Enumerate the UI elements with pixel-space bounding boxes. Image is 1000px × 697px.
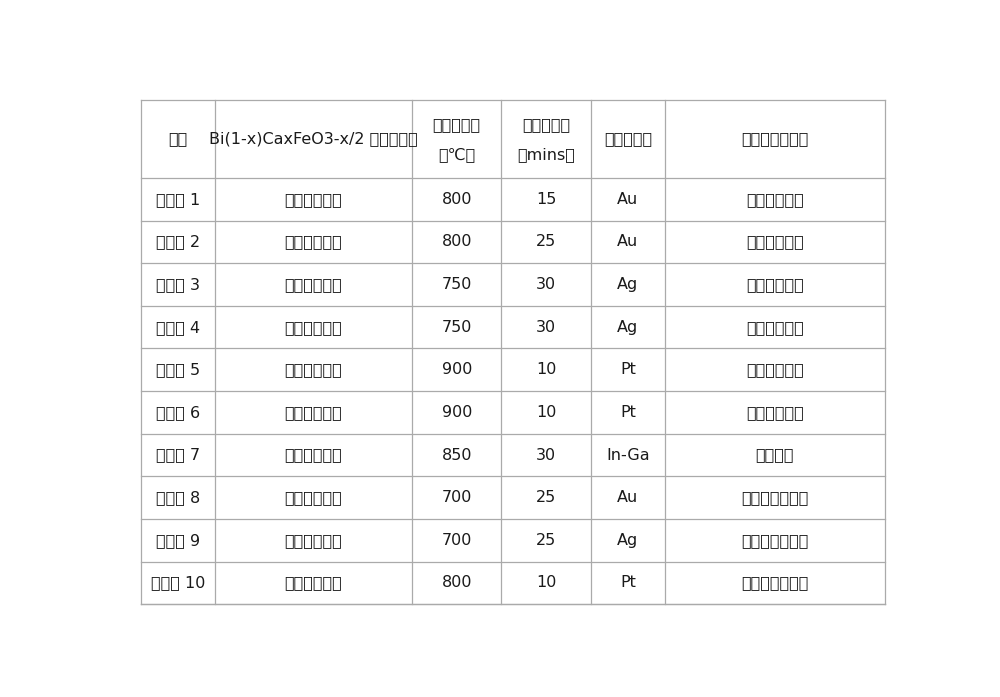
Text: 实施例 9: 实施例 9 [156,533,200,548]
Text: 磁控滤射沉积: 磁控滤射沉积 [285,405,342,420]
Text: Bi(1-x)CaxFeO3-x/2 的沉积方式: Bi(1-x)CaxFeO3-x/2 的沉积方式 [209,131,418,146]
Text: 脉冲激光沉积: 脉冲激光沉积 [285,362,342,377]
Text: 脉冲激光沉积: 脉冲激光沉积 [285,533,342,548]
Text: Au: Au [617,234,638,250]
Text: Pt: Pt [620,576,636,590]
Text: 900: 900 [442,362,472,377]
Text: 30: 30 [536,320,556,335]
Text: 上电极材质: 上电极材质 [604,131,652,146]
Text: 10: 10 [536,576,556,590]
Text: 实施例 3: 实施例 3 [156,277,200,292]
Text: 25: 25 [536,490,556,505]
Text: 700: 700 [442,490,472,505]
Text: 750: 750 [442,320,472,335]
Text: 热处理时间: 热处理时间 [522,117,570,132]
Text: 10: 10 [536,405,556,420]
Text: 10: 10 [536,362,556,377]
Text: 实施例 2: 实施例 2 [156,234,200,250]
Text: 脉冲激光沉积: 脉冲激光沉积 [285,447,342,463]
Text: 脉冲激光沉积: 脉冲激光沉积 [285,277,342,292]
Text: 磁控滤射沉积: 磁控滤射沉积 [285,576,342,590]
Text: 实施例 4: 实施例 4 [156,320,200,335]
Text: 上电极形成方式: 上电极形成方式 [741,131,808,146]
Text: 25: 25 [536,533,556,548]
Text: Pt: Pt [620,362,636,377]
Text: 800: 800 [441,234,472,250]
Text: 热喷涂方法沉积: 热喷涂方法沉积 [741,490,808,505]
Text: 实施例 10: 实施例 10 [151,576,205,590]
Text: 序号: 序号 [168,131,187,146]
Text: Pt: Pt [620,405,636,420]
Text: Ag: Ag [617,277,638,292]
Text: 25: 25 [536,234,556,250]
Text: 磁控滤射沉积: 磁控滤射沉积 [285,320,342,335]
Text: 磁控滤射沉积: 磁控滤射沉积 [746,405,804,420]
Text: 磁控滤射沉积: 磁控滤射沉积 [746,320,804,335]
Text: 实施例 1: 实施例 1 [156,192,200,207]
Text: Au: Au [617,490,638,505]
Text: Au: Au [617,192,638,207]
Text: Ag: Ag [617,533,638,548]
Text: 脉冲激光沉积: 脉冲激光沉积 [746,362,804,377]
Text: 印刷方法: 印刷方法 [756,447,794,463]
Text: 800: 800 [441,576,472,590]
Text: 热喷涂方法沉积: 热喷涂方法沉积 [741,533,808,548]
Text: 脉冲激光沉积: 脉冲激光沉积 [746,192,804,207]
Text: （℃）: （℃） [438,148,475,162]
Text: 实施例 6: 实施例 6 [156,405,200,420]
Text: 热处理温度: 热处理温度 [433,117,481,132]
Text: 实施例 5: 实施例 5 [156,362,200,377]
Text: 700: 700 [442,533,472,548]
Text: 实施例 8: 实施例 8 [156,490,200,505]
Text: 900: 900 [442,405,472,420]
Text: 磁控滤射沉积: 磁控滤射沉积 [285,490,342,505]
Text: 脉冲激光沉积: 脉冲激光沉积 [285,192,342,207]
Text: Ag: Ag [617,320,638,335]
Text: 脉冲激光沉积: 脉冲激光沉积 [746,277,804,292]
Text: 800: 800 [441,192,472,207]
Text: 30: 30 [536,277,556,292]
Text: 实施例 7: 实施例 7 [156,447,200,463]
Text: （mins）: （mins） [517,148,575,162]
Text: 750: 750 [442,277,472,292]
Text: 磁控滤射沉积: 磁控滤射沉积 [285,234,342,250]
Text: 850: 850 [441,447,472,463]
Text: 磁控滤射沉积: 磁控滤射沉积 [746,234,804,250]
Text: In-Ga: In-Ga [606,447,650,463]
Text: 30: 30 [536,447,556,463]
Text: 15: 15 [536,192,556,207]
Text: 热喷涂方法沉积: 热喷涂方法沉积 [741,576,808,590]
